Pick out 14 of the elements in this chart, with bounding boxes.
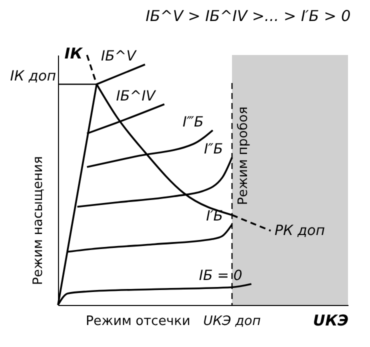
annotation: Режим пробоя xyxy=(236,106,251,205)
text: Режим отсечки xyxy=(86,314,190,329)
series-label: I″Б xyxy=(204,142,223,158)
chart-title: IБ^V > IБ^IV >... > I′Б > 0 xyxy=(146,7,351,25)
text: UКЭ доп xyxy=(203,314,262,329)
series-label: IБ = 0 xyxy=(199,268,242,284)
series-label: IБ^IV xyxy=(116,88,157,104)
series-label: I‴Б xyxy=(182,114,204,130)
text: Режим насыщения xyxy=(31,156,46,285)
ref-line-label: IК доп xyxy=(10,68,56,84)
series-label: PК доп xyxy=(274,222,325,239)
y-axis-title: IК xyxy=(64,44,84,62)
series-label: IБ^V xyxy=(100,48,138,64)
x-axis-title: UКЭ xyxy=(313,312,348,330)
